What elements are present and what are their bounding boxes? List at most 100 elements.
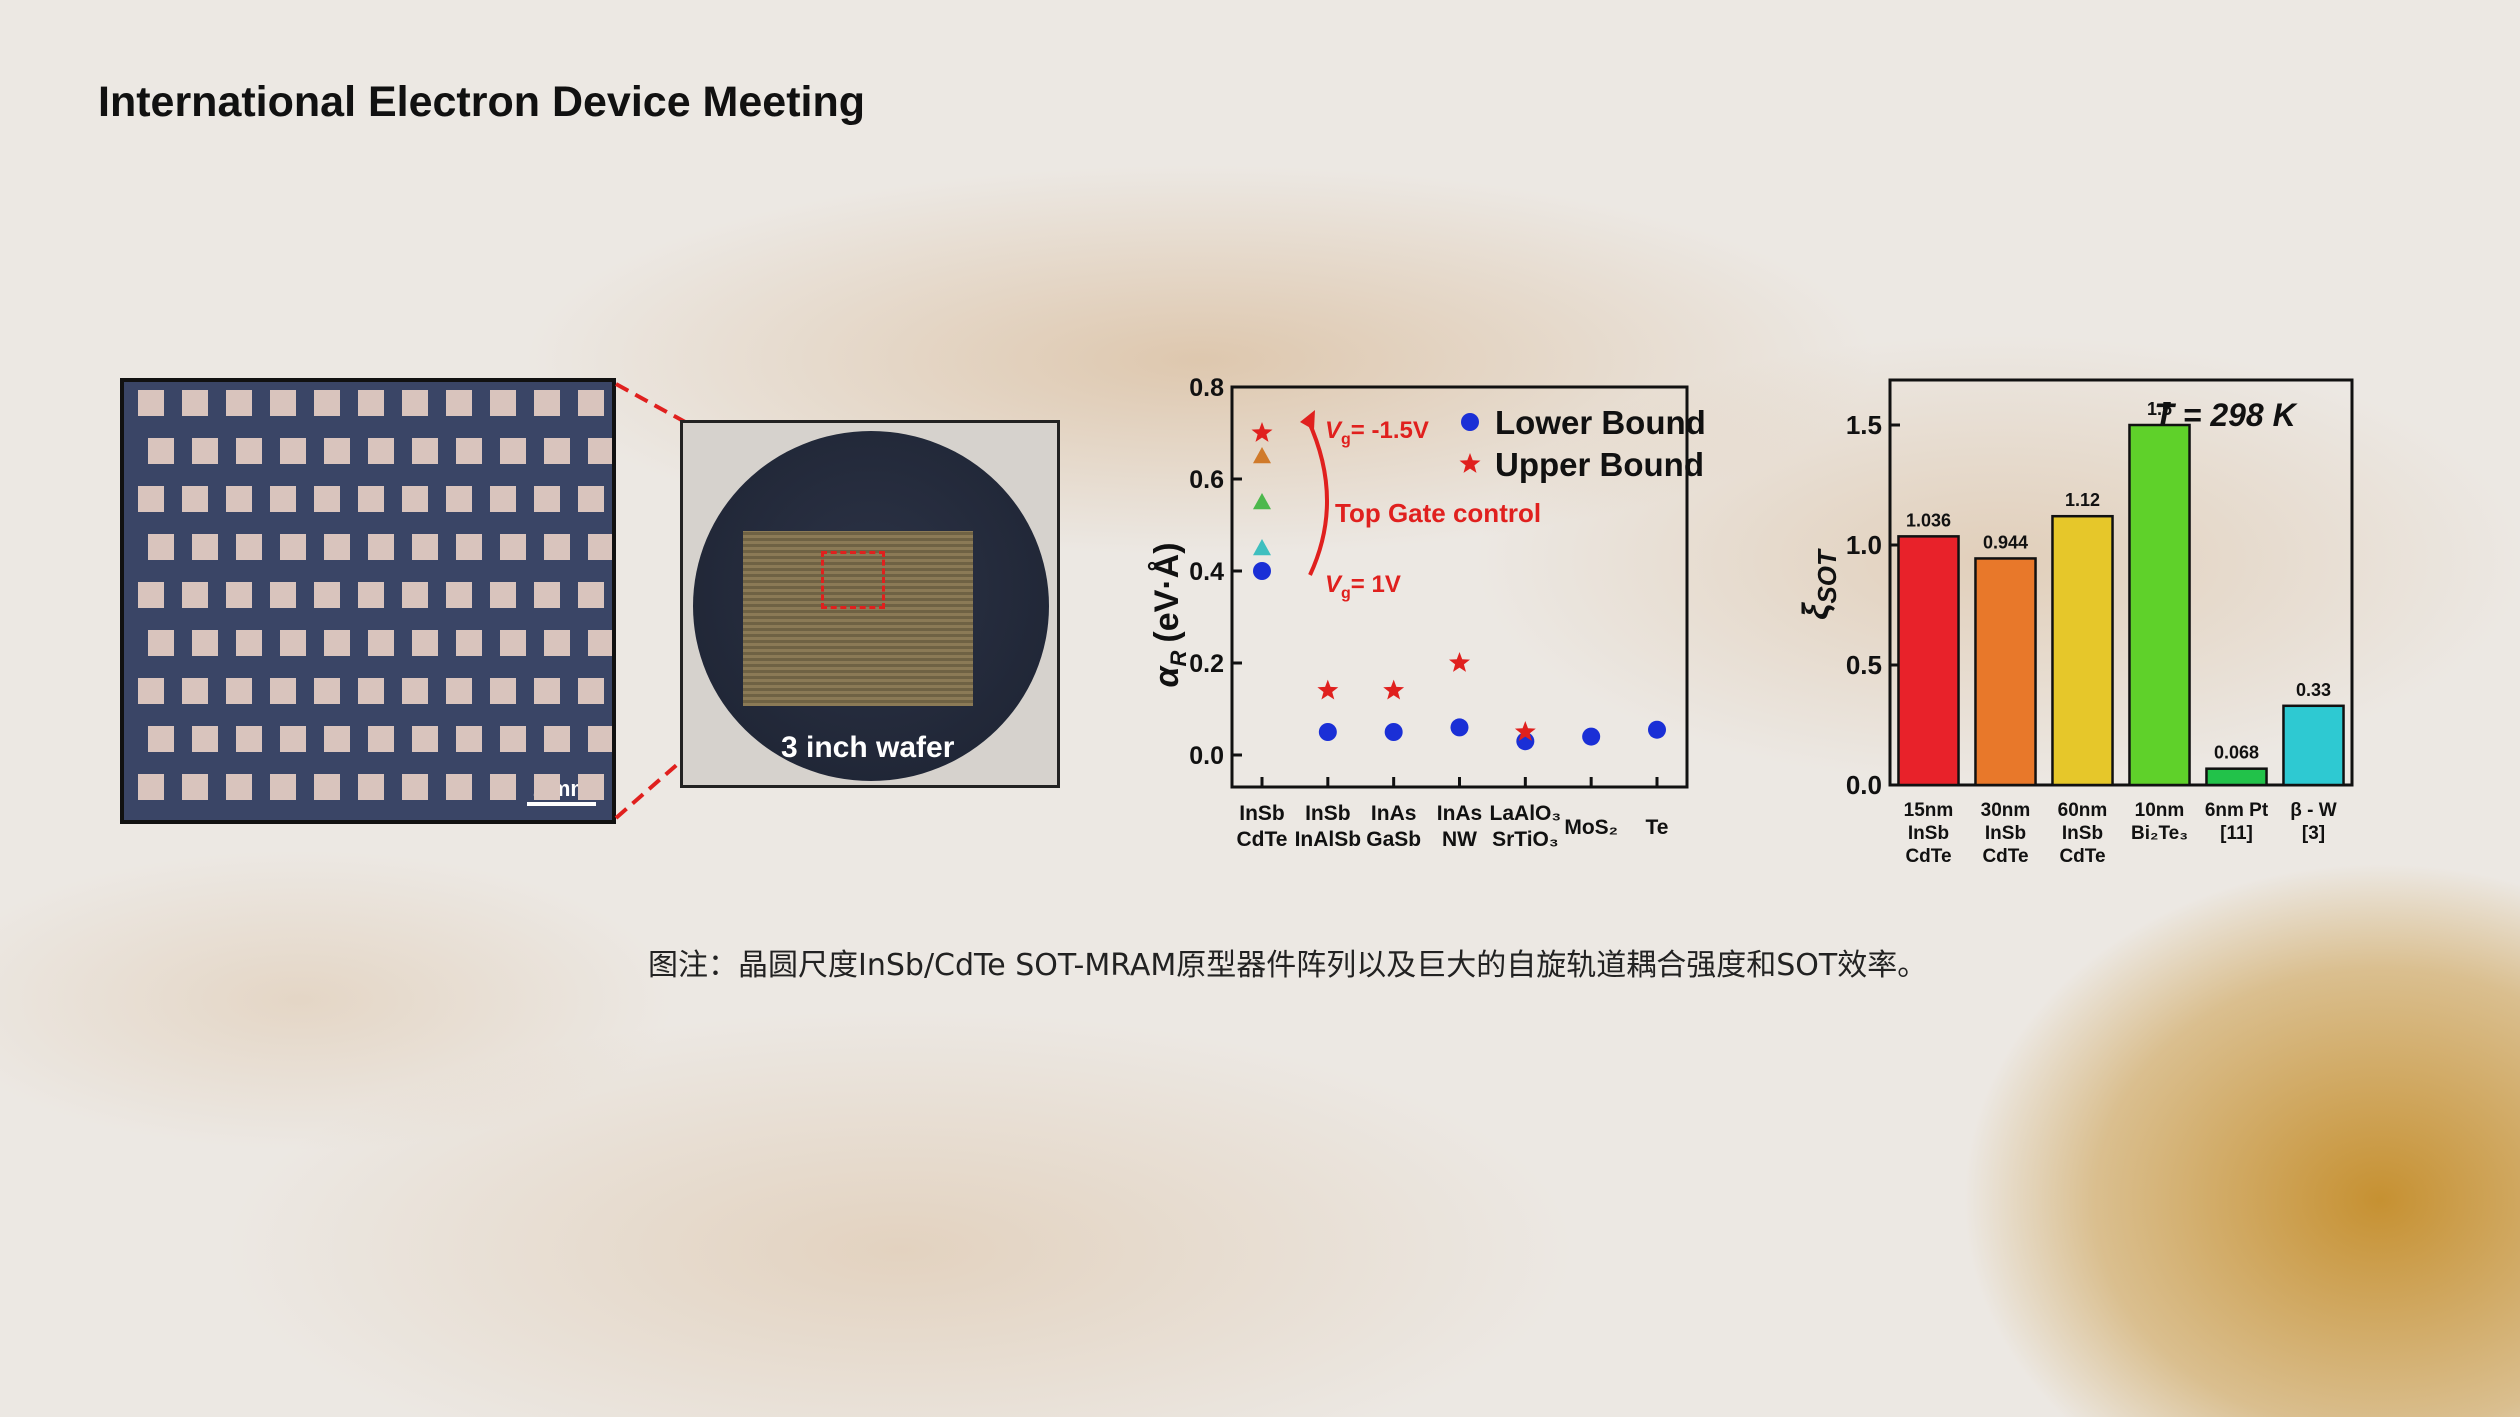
device-pad <box>192 630 218 656</box>
device-pad <box>578 678 604 704</box>
upper-bound-point <box>1449 652 1470 672</box>
wafer-label: 3 inch wafer <box>781 731 955 764</box>
upper-bound-point <box>1317 679 1339 700</box>
x-tick-label-line2: GaSb <box>1366 828 1421 851</box>
device-pad <box>588 534 612 560</box>
device-pad <box>402 582 428 608</box>
device-pad <box>270 486 296 512</box>
y-tick-label: 0.0 <box>1846 770 1882 800</box>
device-pad <box>446 582 472 608</box>
device-pad <box>456 438 482 464</box>
device-pad <box>446 390 472 416</box>
device-pad <box>226 486 252 512</box>
x-tick-label-line2: NW <box>1442 828 1477 851</box>
device-pad <box>138 486 164 512</box>
x-tick-label: β - W <box>2290 800 2336 821</box>
device-pad <box>358 582 384 608</box>
sot-efficiency-chart: 0.00.51.01.5 1.0360.9441.121.50.0680.33 … <box>1795 378 2354 867</box>
device-pad <box>578 390 604 416</box>
device-pad <box>148 630 174 656</box>
y-tick-label: 0.8 <box>1189 374 1224 402</box>
sot-bar <box>1974 557 2037 787</box>
data-points <box>1251 422 1666 751</box>
x-tick-label: InSb <box>1305 802 1351 825</box>
device-pad <box>500 534 526 560</box>
x-tick-label: 15nm <box>1904 800 1954 821</box>
device-pad <box>412 726 438 752</box>
x-tick-label-line2: InSb <box>2062 823 2103 844</box>
x-axis-ticks: 15nmInSbCdTe30nmInSbCdTe60nmInSbCdTe10nm… <box>1904 800 2337 867</box>
y-axis-ticks: 0.0 0.2 0.4 0.6 0.8 <box>1189 374 1242 770</box>
y-axis-label: ξSOT <box>1795 548 1842 620</box>
x-tick-label: InAs <box>1437 802 1483 825</box>
bars: 1.036 0.944 1.12 1.5 0.068 0.33 <box>1897 399 2345 787</box>
device-pad <box>534 486 560 512</box>
lower-bound-point <box>1384 723 1403 741</box>
device-pad <box>412 630 438 656</box>
lower-bound-point <box>1648 720 1666 739</box>
x-tick-label-line2: InAlSb <box>1295 828 1362 851</box>
x-tick-label-line2: Bi₂Te₃ <box>2131 823 2188 844</box>
device-pad <box>358 678 384 704</box>
x-axis-ticks: InSb CdTe InSb InAlSb InAs GaSb InAs NW LaAlO₃ Sr… <box>1237 777 1669 851</box>
device-pad <box>544 438 570 464</box>
device-pad <box>314 774 340 800</box>
device-pad <box>280 534 306 560</box>
device-pad <box>138 582 164 608</box>
device-pad <box>226 678 252 704</box>
device-pad <box>236 726 262 752</box>
device-pad <box>544 630 570 656</box>
bar-value-label: 1.12 <box>2065 490 2100 510</box>
device-pad <box>148 438 174 464</box>
y-tick-label: 0.2 <box>1189 650 1224 678</box>
x-tick-label-line2: InSb <box>1985 823 2026 844</box>
x-tick-label: InAs <box>1371 802 1417 825</box>
legend-label-lower: Lower Bound <box>1495 404 1706 441</box>
device-pad <box>226 390 252 416</box>
lower-bound-point <box>1253 562 1271 580</box>
x-tick-label-line2: SrTiO₃ <box>1492 828 1559 851</box>
device-pad <box>270 678 296 704</box>
device-pad <box>456 726 482 752</box>
gate-annotation: Vg= -1.5V Top Gate control Vg= 1V <box>1300 410 1541 602</box>
x-tick-label-line3: CdTe <box>1905 846 1951 867</box>
device-pad <box>236 534 262 560</box>
legend-marker-lower <box>1461 413 1479 431</box>
vg-bottom-label: Vg= 1V <box>1325 571 1401 602</box>
upper-bound-point <box>1383 679 1405 700</box>
device-pad <box>456 630 482 656</box>
sot-bar <box>2205 767 2268 787</box>
device-pad <box>226 774 252 800</box>
x-tick-label: 60nm <box>2058 800 2108 821</box>
y-axis-label: αR(eV·Å) <box>1148 542 1191 687</box>
bar-value-label: 1.5 <box>2147 399 2172 419</box>
device-pad <box>314 582 340 608</box>
device-pad <box>324 726 350 752</box>
sot-bar <box>2051 514 2114 787</box>
device-pad <box>368 726 394 752</box>
device-pad <box>138 390 164 416</box>
x-tick-label-line2: CdTe <box>1237 828 1288 851</box>
x-tick-label: Te <box>1646 816 1669 839</box>
vg-top-label: Vg= -1.5V <box>1325 417 1429 448</box>
x-tick-label-line2: InSb <box>1908 823 1949 844</box>
device-pad <box>578 582 604 608</box>
lower-bound-point <box>1318 723 1337 741</box>
legend-marker-upper <box>1459 453 1481 473</box>
device-pad <box>324 534 350 560</box>
wafer-disc: 3 inch wafer <box>693 431 1049 781</box>
sot-bar <box>2282 704 2345 787</box>
device-pad <box>490 390 516 416</box>
device-pad <box>368 438 394 464</box>
device-pad <box>182 582 208 608</box>
device-pad <box>402 774 428 800</box>
device-pad <box>534 582 560 608</box>
x-tick-label-line2: [3] <box>2302 823 2325 844</box>
device-pad <box>588 438 612 464</box>
device-pad <box>544 726 570 752</box>
x-tick-label: LaAlO₃ <box>1490 802 1562 825</box>
device-pad <box>578 486 604 512</box>
rashba-coefficient-chart: 0.0 0.2 0.4 0.6 0.8 InSb CdTe InSb InAlSb InAs Ga… <box>1148 374 1706 851</box>
device-pad <box>138 678 164 704</box>
device-pad <box>324 438 350 464</box>
